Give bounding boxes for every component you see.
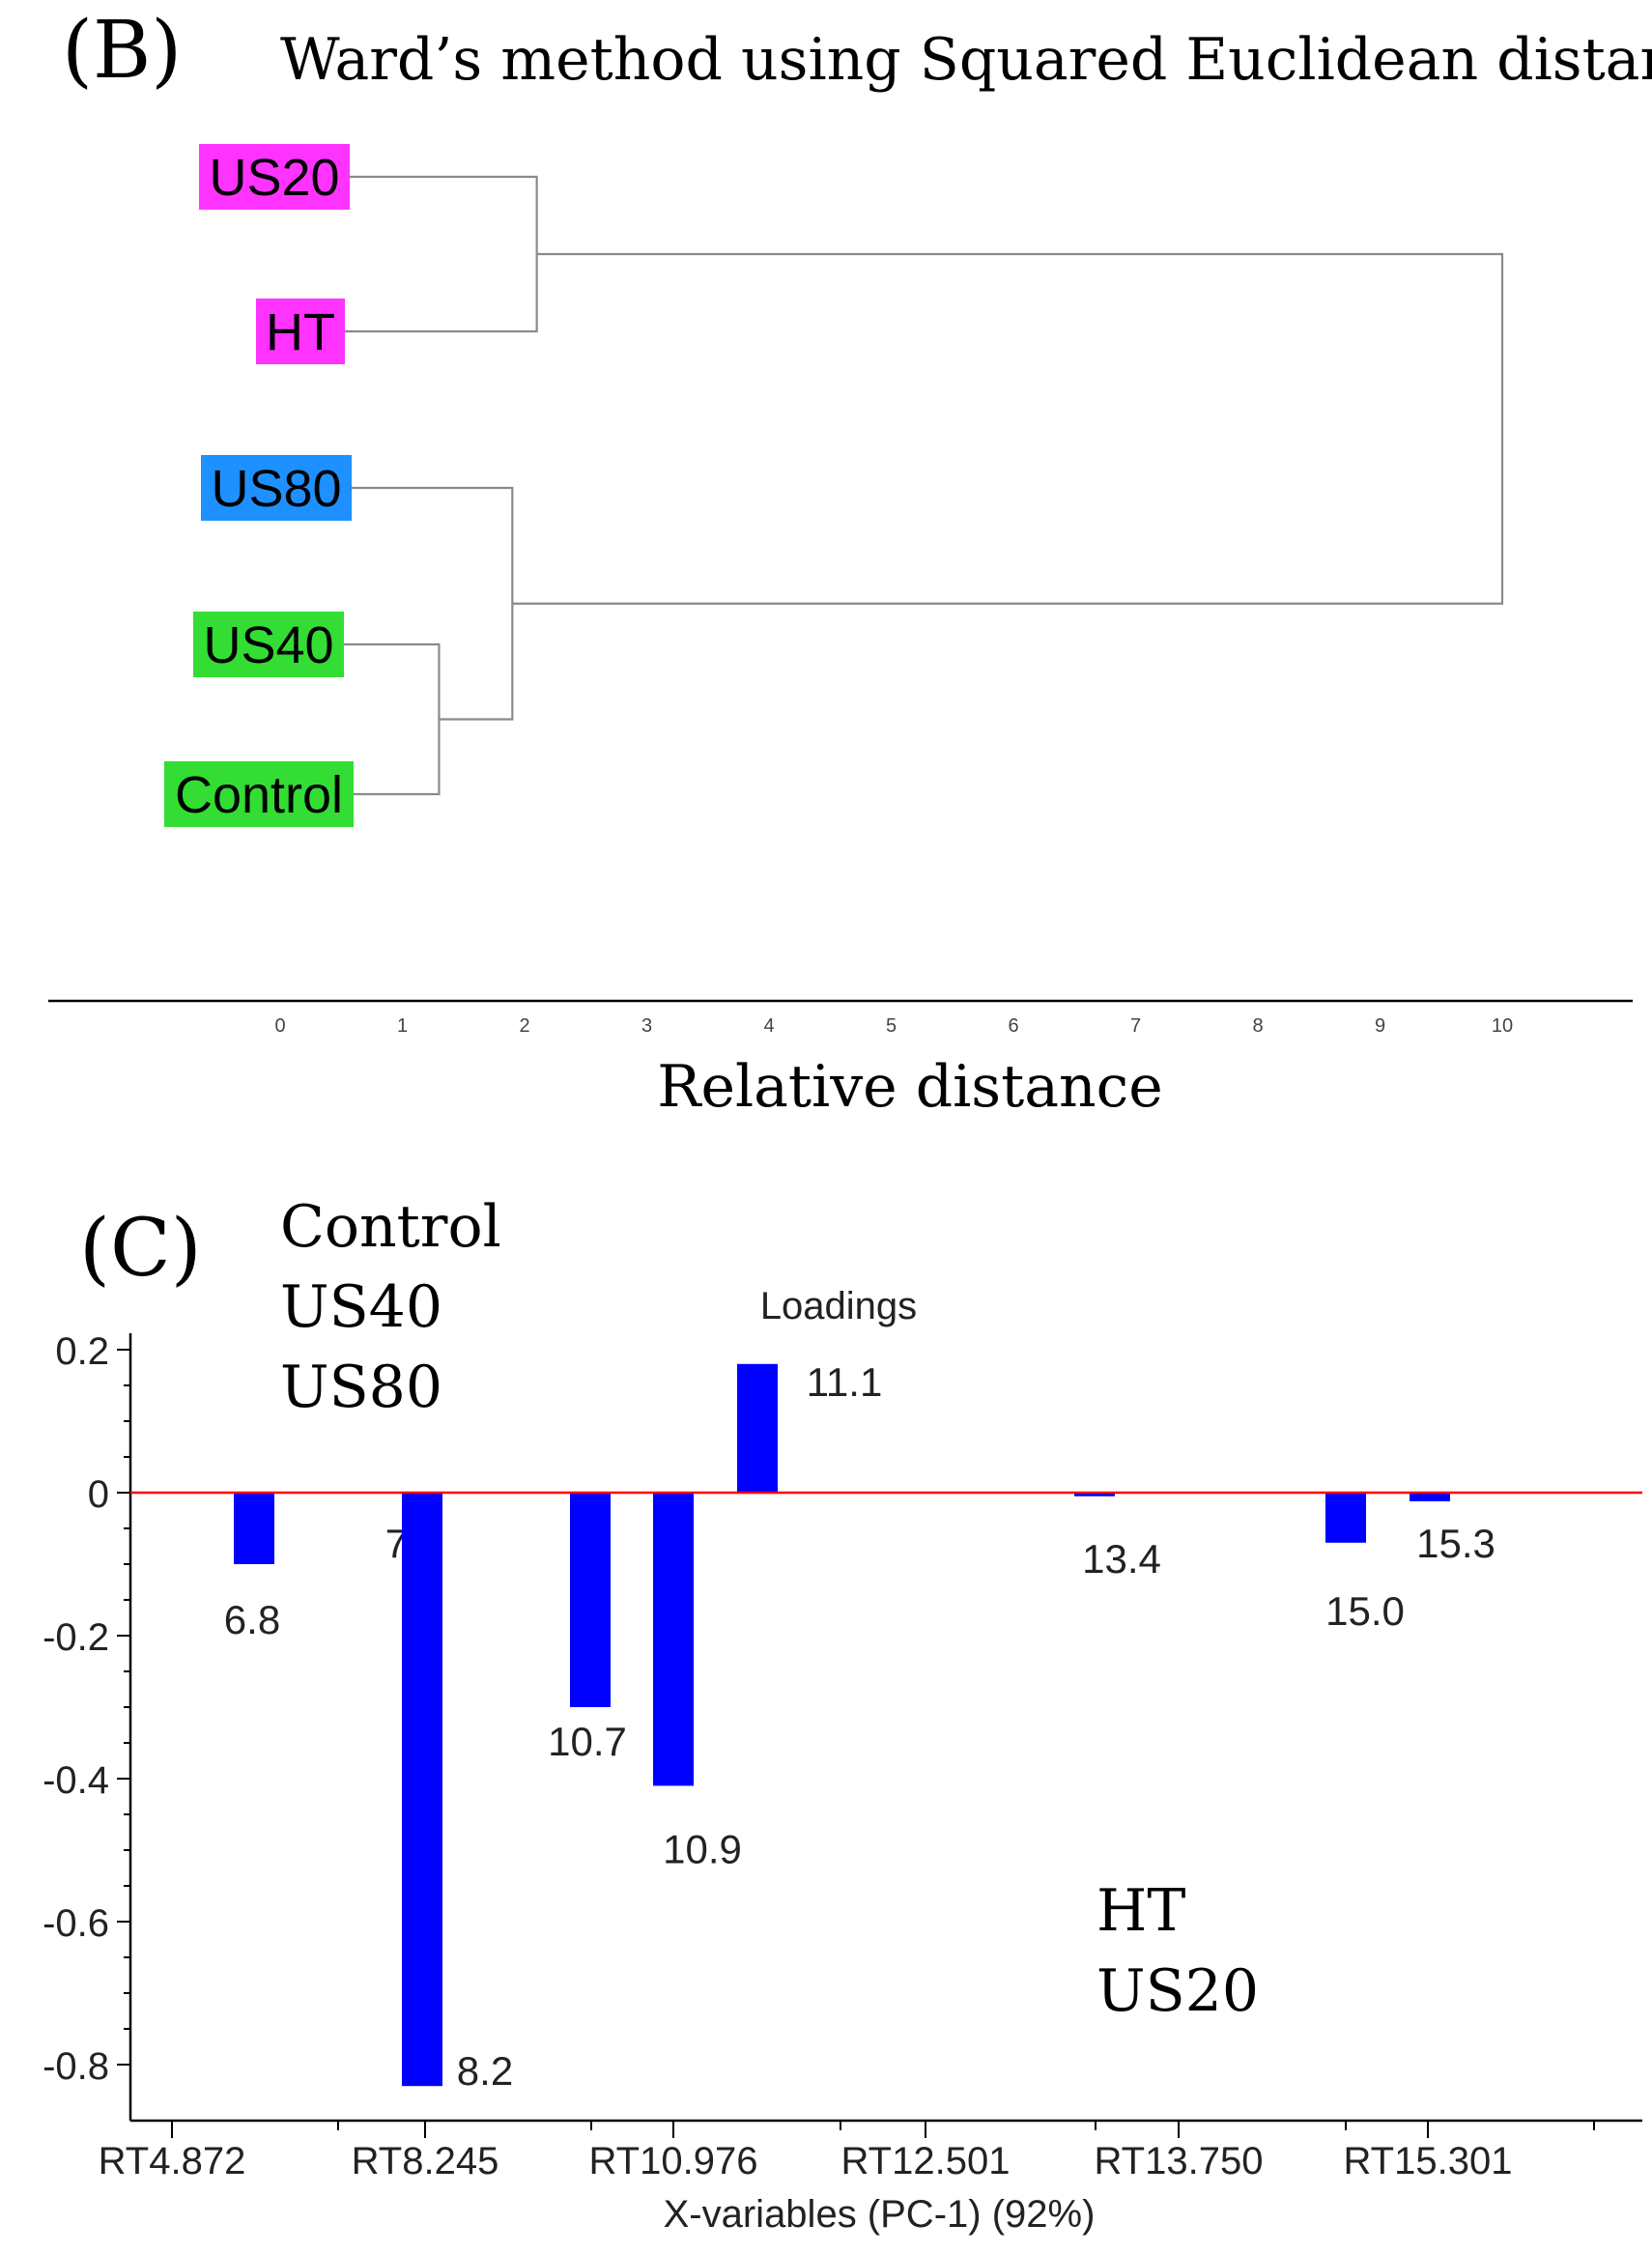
chart-title: Loadings (760, 1285, 917, 1327)
dendrogram-x-tick-9: 9 (1375, 1015, 1385, 1037)
x-axis-label: X-variables (PC-1) (92%) (664, 2193, 1096, 2236)
dendrogram-x-tick-6: 6 (1008, 1015, 1018, 1037)
dendrogram-x-tick-4: 4 (763, 1015, 774, 1037)
bar-8.2 (402, 1493, 442, 2087)
leaf-label-us80: US80 (211, 460, 341, 518)
dendrogram-axis: 0 1 2 3 4 5 6 7 8 9 10 (48, 999, 1633, 1037)
leaf-label-box-us20 (199, 144, 350, 210)
x-tick-label: RT8.245 (352, 2140, 499, 2182)
bar-label-11.1: 11.1 (807, 1359, 883, 1405)
bar-10.7 (570, 1493, 611, 1707)
dendrogram-link-3 (345, 175, 538, 333)
panel-c: (C) Control US40 US80 HT US20 0.2 0 -0.2 -0… (43, 1193, 1642, 2236)
dendrogram-x-tick-10: 10 (1492, 1015, 1513, 1037)
group-neg-label-2: US20 (1097, 1957, 1259, 2025)
dendrogram-x-tick-1: 1 (397, 1015, 408, 1037)
bar-6.8 (234, 1493, 274, 1564)
leaf-label-box-control (164, 761, 354, 827)
panel-b-title: Ward’s method using Squared Euclidean di… (280, 26, 1652, 94)
dendrogram-x-axis-label: Relative distance (657, 1053, 1162, 1121)
bar-11.1 (737, 1363, 778, 1493)
y-tick-label: -0.8 (43, 2045, 109, 2088)
y-tick-label: 0 (88, 1473, 109, 1516)
y-tick-label: -0.6 (43, 1902, 109, 1945)
panel-b-label: (B) (62, 5, 182, 97)
bar-10.9 (653, 1493, 694, 1786)
dendrogram-link-1 (344, 642, 441, 796)
bar-15.0 (1325, 1493, 1366, 1543)
group-neg-label-1: HT (1097, 1877, 1185, 1945)
dendrogram: US20 HT US80 US40 Control (164, 144, 1504, 827)
bar-label-13.4: 13.4 (1082, 1536, 1161, 1582)
leaf-label-us40: US40 (203, 616, 333, 674)
dendrogram-x-tick-2: 2 (519, 1015, 529, 1037)
bar-13.4 (1074, 1493, 1115, 1497)
x-tick-label: RT15.301 (1344, 2140, 1513, 2182)
leaf-label-control: Control (175, 766, 343, 824)
x-tick-label: RT4.872 (99, 2140, 246, 2182)
dendrogram-link-4 (512, 252, 1504, 605)
y-tick-label: -0.4 (43, 1759, 109, 1802)
panel-c-label: (C) (79, 1203, 202, 1295)
group-pos-label-3: US80 (280, 1354, 442, 1421)
bar-label-15.0: 15.0 (1325, 1588, 1405, 1634)
bar-label-8.2: 8.2 (457, 2048, 513, 2094)
x-tick-label: RT10.976 (589, 2140, 758, 2182)
bar-label-10.9: 10.9 (663, 1826, 742, 1871)
y-tick-label: -0.2 (43, 1616, 109, 1659)
bar-label-6.8: 6.8 (224, 1597, 280, 1642)
dendrogram-x-tick-8: 8 (1252, 1015, 1263, 1037)
x-tick-label: RT12.501 (841, 2140, 1011, 2182)
y-tick-label: 0.2 (55, 1330, 109, 1373)
leaf-label-ht: HT (266, 303, 335, 361)
leaf-label-box-ht (256, 299, 345, 364)
panel-b: (B) Ward’s method using Squared Euclidea… (48, 5, 1652, 1121)
dendrogram-x-tick-0: 0 (274, 1015, 285, 1037)
loadings-bar-chart: 0.2 0 -0.2 -0.4 -0.6 -0.8 RT4.872 RT8.245 RT10.9… (43, 1285, 1642, 2236)
bar-15.3 (1410, 1493, 1450, 1501)
group-pos-label-1: Control (280, 1193, 501, 1261)
dendrogram-link-2 (352, 486, 514, 721)
leaf-label-box-us40 (193, 612, 344, 677)
dendrogram-x-tick-3: 3 (641, 1015, 652, 1037)
group-pos-label-2: US40 (280, 1273, 442, 1341)
dendrogram-x-tick-5: 5 (886, 1015, 897, 1037)
bar-label-10.7: 10.7 (548, 1719, 627, 1764)
leaf-label-us20: US20 (209, 149, 339, 207)
bar-label-15.3: 15.3 (1416, 1521, 1495, 1566)
leaf-label-box-us80 (201, 455, 352, 521)
dendrogram-x-tick-7: 7 (1130, 1015, 1141, 1037)
x-tick-label: RT13.750 (1095, 2140, 1264, 2182)
